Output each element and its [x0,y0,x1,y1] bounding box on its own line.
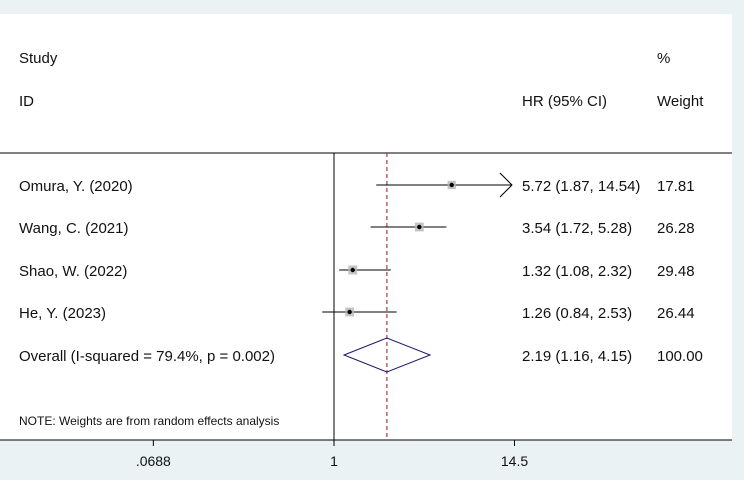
header-hr: HR (95% CI) [522,93,607,110]
x-axis-ticks: .0688 1 14.5 [136,440,528,469]
header-id: ID [19,93,34,110]
header-study: Study [19,50,58,67]
ci-text: 1.26 (0.84, 2.53) [522,305,632,322]
plot-panel [0,14,732,440]
overall-weight-text: 100.00 [657,348,703,365]
x-tick-label: 14.5 [501,453,528,469]
header-weight: Weight [657,93,704,110]
study-label: Shao, W. (2022) [19,263,127,280]
ci-text: 1.32 (1.08, 2.32) [522,263,632,280]
overall-ci-text: 2.19 (1.16, 4.15) [522,348,632,365]
weight-text: 29.48 [657,263,695,280]
overall-diamond [342,337,432,373]
study-rows: Omura, Y. (2020) 5.72 (1.87, 14.54) 17.81 W… [19,172,695,322]
point-estimate [449,182,454,188]
study-label: He, Y. (2023) [19,305,106,322]
ci-text: 3.54 (1.72, 5.28) [522,220,632,237]
weight-text: 17.81 [657,178,695,195]
x-tick-label: .0688 [136,453,171,469]
weight-text: 26.28 [657,220,695,237]
point-estimate [350,267,355,273]
x-tick-label: 1 [330,453,338,469]
footnote: NOTE: Weights are from random effects an… [19,414,279,428]
point-estimate [417,224,422,230]
study-label: Omura, Y. (2020) [19,178,133,195]
study-label: Wang, C. (2021) [19,220,129,237]
point-estimate [347,309,352,315]
ci-arrow [499,172,513,198]
overall-label: Overall (I-squared = 79.4%, p = 0.002) [19,348,275,365]
ci-text: 5.72 (1.87, 14.54) [522,178,640,195]
header-percent: % [657,50,670,67]
weight-text: 26.44 [657,305,695,322]
